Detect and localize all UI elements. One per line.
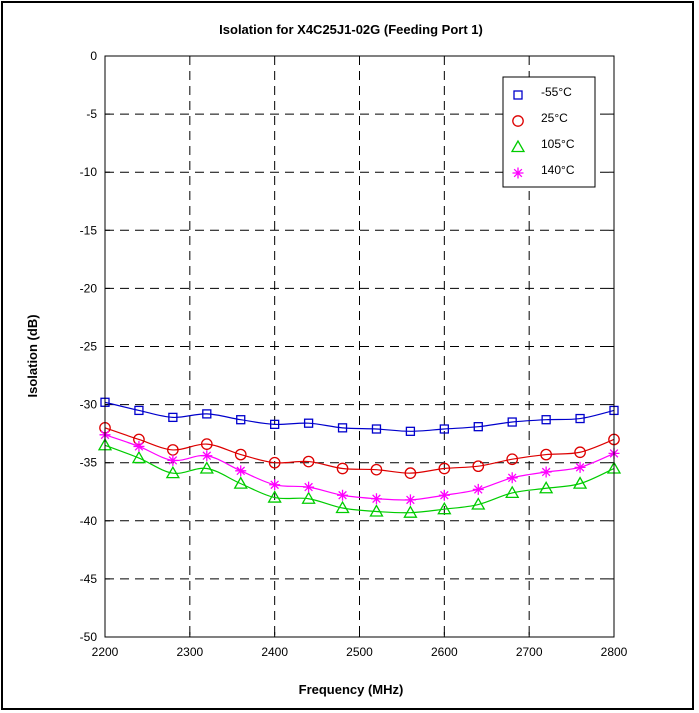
data-point: [235, 478, 247, 489]
y-tick-label: -20: [80, 281, 98, 295]
legend-marker: [513, 168, 524, 179]
data-point: [235, 465, 246, 476]
data-point: [303, 482, 314, 493]
data-point: [133, 452, 145, 463]
y-axis-label: Isolation (dB): [25, 314, 40, 397]
asterisk-stroke: [337, 490, 348, 501]
y-tick-label: -35: [80, 456, 98, 470]
x-tick-label: 2800: [601, 645, 628, 659]
asterisk-stroke: [167, 455, 178, 466]
data-point: [439, 490, 450, 501]
data-point: [371, 493, 382, 504]
data-point: [575, 462, 586, 473]
asterisk-stroke: [133, 441, 144, 452]
asterisk-stroke: [371, 493, 382, 504]
y-tick-label: -10: [80, 165, 98, 179]
asterisk-stroke: [439, 490, 450, 501]
y-tick-label: -40: [80, 514, 98, 528]
x-tick-label: 2400: [261, 645, 288, 659]
data-point: [269, 479, 280, 490]
data-point: [201, 463, 213, 474]
asterisk-stroke: [473, 484, 484, 495]
x-tick-label: 2200: [92, 645, 119, 659]
asterisk-stroke: [269, 479, 280, 490]
y-tick-label: -50: [80, 630, 98, 644]
y-tick-label: -30: [80, 398, 98, 412]
data-point: [167, 455, 178, 466]
legend-label: -55°C: [541, 85, 572, 99]
x-tick-label: 2500: [346, 645, 373, 659]
data-point: [337, 490, 348, 501]
asterisk-stroke: [575, 462, 586, 473]
chart-title: Isolation for X4C25J1-02G (Feeding Port …: [219, 22, 483, 37]
x-tick-label: 2300: [176, 645, 203, 659]
asterisk-stroke: [541, 466, 552, 477]
data-point: [473, 484, 484, 495]
asterisk-stroke: [303, 482, 314, 493]
asterisk-stroke: [405, 494, 416, 505]
y-tick-label: -25: [80, 340, 98, 354]
data-point: [133, 441, 144, 452]
x-axis-label: Frequency (MHz): [299, 682, 404, 697]
x-tick-label: 2700: [516, 645, 543, 659]
data-point: [507, 472, 518, 483]
data-point: [405, 494, 416, 505]
asterisk-stroke: [201, 450, 212, 461]
data-point: [541, 466, 552, 477]
y-tick-label: -5: [86, 107, 97, 121]
y-tick-label: -45: [80, 572, 98, 586]
data-point: [574, 478, 586, 489]
asterisk-stroke: [513, 168, 524, 179]
y-tick-label: 0: [90, 49, 97, 63]
data-point: [201, 450, 212, 461]
legend-label: 105°C: [541, 137, 575, 151]
asterisk-stroke: [235, 465, 246, 476]
y-tick-label: -15: [80, 223, 98, 237]
legend: -55°C 25°C 105°C 140°C: [503, 77, 595, 187]
asterisk-stroke: [507, 472, 518, 483]
x-tick-label: 2600: [431, 645, 458, 659]
legend-label: 25°C: [541, 111, 568, 125]
legend-label: 140°C: [541, 163, 575, 177]
